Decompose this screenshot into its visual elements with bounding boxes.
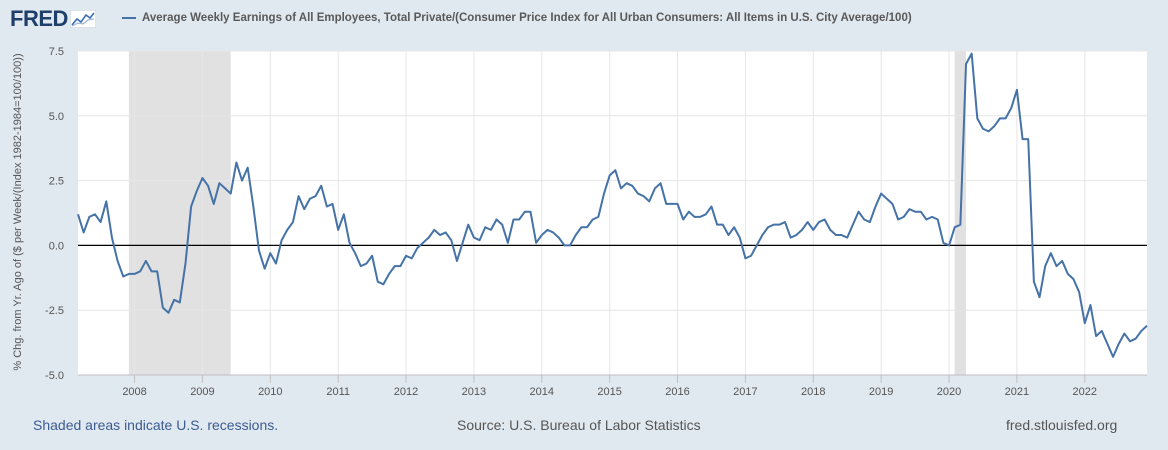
line-chart: 7.5 5.0 2.5 0.0 -2.5 -5.0 2008 2009 2010 2011 2012… [45, 46, 1148, 398]
plot-area [78, 51, 1147, 375]
x-tick-label: 2017 [733, 386, 757, 398]
y-tick-label: -5.0 [45, 370, 64, 382]
y-tick-label: 7.5 [49, 46, 64, 58]
x-tick-label: 2009 [190, 386, 214, 398]
x-tick-label: 2011 [326, 386, 350, 398]
y-tick-label: -2.5 [45, 305, 64, 317]
fred-logo-text: FRED [10, 6, 68, 31]
x-tick-label: 2012 [394, 386, 418, 398]
x-tick-label: 2014 [530, 386, 554, 398]
source-note: Source: U.S. Bureau of Labor Statistics [457, 417, 701, 433]
fred-logo[interactable]: FRED [10, 6, 96, 32]
chart-legend: Average Weekly Earnings of All Employees… [122, 12, 912, 24]
x-tick-label: 2008 [122, 386, 146, 398]
site-link[interactable]: fred.stlouisfed.org [1006, 417, 1118, 433]
x-tick-label: 2021 [1005, 386, 1029, 398]
recession-shade [128, 51, 231, 375]
legend-swatch [122, 17, 136, 19]
x-tick-label: 2020 [937, 386, 961, 398]
x-tick-label: 2010 [258, 386, 282, 398]
y-tick-label: 0.0 [49, 240, 64, 252]
y-tick-label: 2.5 [49, 176, 64, 188]
recession-note-link[interactable]: Shaded areas indicate U.S. recessions. [33, 417, 279, 433]
fred-chart-icon [69, 10, 96, 28]
x-tick-label: 2019 [869, 386, 893, 398]
x-tick-label: 2016 [665, 386, 689, 398]
legend-label: Average Weekly Earnings of All Employees… [142, 12, 912, 24]
x-tick-label: 2018 [801, 386, 825, 398]
x-tick-label: 2022 [1073, 386, 1097, 398]
y-tick-label: 5.0 [49, 111, 64, 123]
x-tick-label: 2013 [462, 386, 486, 398]
series-line [77, 52, 1148, 358]
x-tick-label: 2015 [597, 386, 621, 398]
